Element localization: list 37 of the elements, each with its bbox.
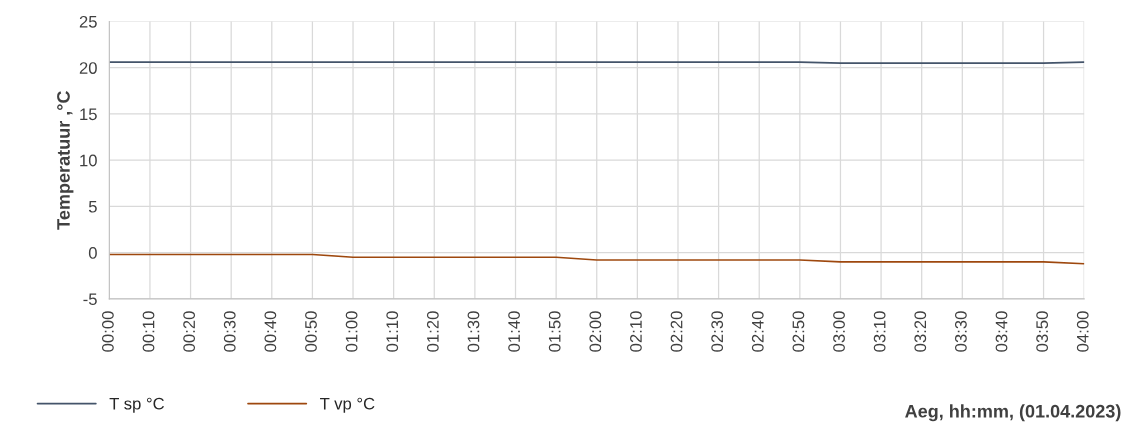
- x-tick-label: 03:10: [873, 311, 886, 352]
- x-tick-label: 01:30: [467, 311, 480, 352]
- line-series: [109, 253, 1085, 265]
- y-tick-label: -5: [83, 293, 97, 306]
- y-axis-title: Temperatuur ,°C: [57, 91, 74, 230]
- y-tick-label: 5: [88, 200, 97, 213]
- x-tick-label: 00:00: [101, 311, 114, 352]
- x-tick-label: 03:20: [914, 311, 927, 352]
- x-tick-label: 04:00: [1076, 311, 1089, 352]
- y-tick-label: 15: [80, 108, 97, 121]
- x-tick-label: 01:10: [386, 311, 399, 352]
- legend-label: T sp °C: [109, 397, 165, 413]
- x-tick-label: 02:50: [792, 311, 805, 352]
- x-tick-label: 00:30: [223, 311, 236, 352]
- y-tick-label: 20: [79, 62, 97, 74]
- x-tick-label: 00:20: [183, 311, 196, 352]
- x-axis-title: Aeg, hh:mm, (01.04.2023): [905, 404, 1121, 422]
- x-tick-label: 01:50: [548, 311, 561, 352]
- x-tick-label: 00:40: [264, 311, 277, 352]
- x-tick-label: 00:10: [142, 311, 155, 352]
- x-tick-label: 01:20: [426, 311, 439, 352]
- x-tick-label: 01:00: [345, 311, 358, 352]
- x-tick-label: 01:40: [508, 311, 520, 352]
- x-tick-label: 02:20: [670, 311, 683, 352]
- y-tick-label: 0: [88, 247, 97, 259]
- x-tick-label: 02:40: [751, 311, 764, 352]
- x-tick-label: 03:50: [1036, 311, 1049, 352]
- legend-label: T vp °C: [320, 397, 375, 413]
- x-tick-label: 00:50: [305, 311, 317, 352]
- y-tick-label: 25: [79, 15, 97, 28]
- x-tick-label: 03:30: [954, 311, 967, 352]
- x-tick-label: 02:30: [711, 311, 724, 352]
- x-tick-label: 02:00: [589, 311, 602, 352]
- x-tick-label: 03:40: [995, 311, 1008, 352]
- x-tick-label: 02:10: [630, 311, 642, 352]
- y-tick-label: 10: [80, 154, 97, 167]
- x-tick-label: 03:00: [833, 311, 845, 352]
